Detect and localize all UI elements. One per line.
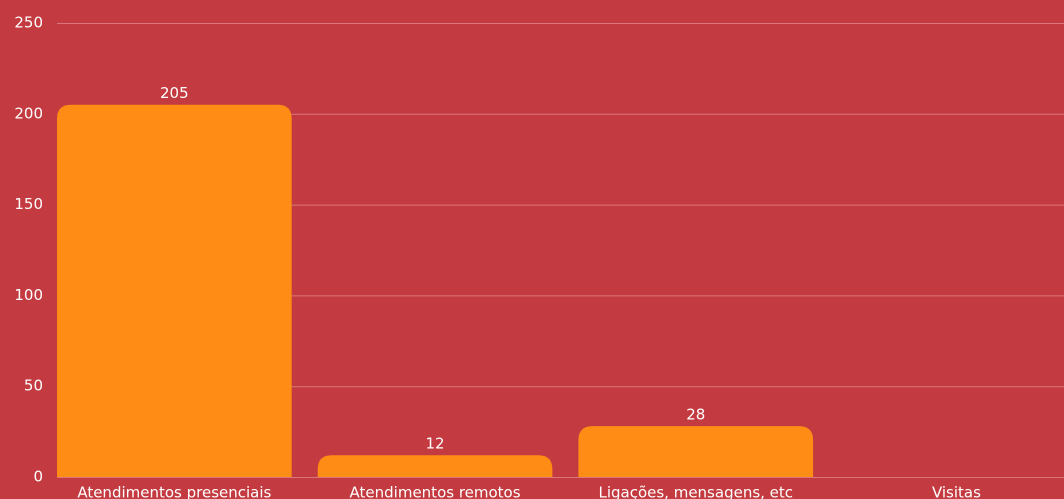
data-label: 12 — [426, 435, 445, 453]
data-label: 205 — [160, 84, 189, 102]
x-tick-label: Ligações, mensagens, etc — [598, 484, 793, 499]
y-tick-label: 250 — [14, 14, 43, 32]
y-tick-label: 50 — [24, 377, 43, 395]
bar — [317, 455, 553, 477]
x-tick-label: Atendimentos remotos — [350, 484, 521, 499]
y-tick-label: 0 — [33, 468, 43, 486]
bar — [578, 426, 814, 477]
x-tick-label: Atendimentos presenciais — [77, 484, 271, 499]
x-tick-label: Visitas — [932, 484, 981, 499]
y-tick-label: 200 — [14, 104, 43, 122]
y-tick-label: 150 — [14, 195, 43, 213]
data-label: 28 — [686, 406, 705, 424]
y-tick-label: 100 — [14, 286, 43, 304]
bar — [57, 104, 292, 477]
